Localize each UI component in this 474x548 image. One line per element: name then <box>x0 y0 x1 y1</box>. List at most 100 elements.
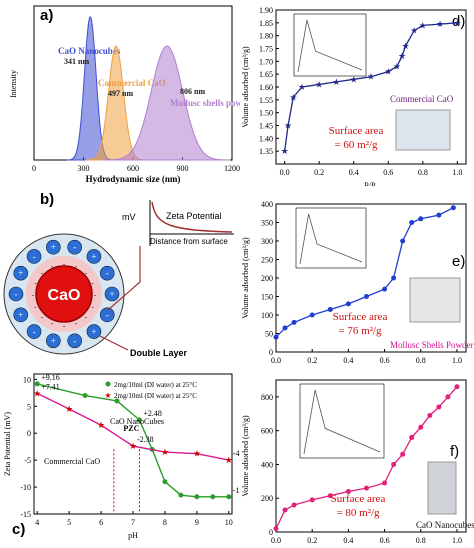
c-x-tick-label: 8 <box>163 518 167 527</box>
iso2-x-tick-label: 0.6 <box>383 168 393 177</box>
ion-sign: - <box>106 268 109 278</box>
a-x-tick-label: 300 <box>78 164 90 173</box>
a-series-label-0: CaO Nanocubes <box>58 46 121 56</box>
iso4-data-point <box>445 394 451 400</box>
iso3-y-axis-label: Volume adsorbed (cm³/g) <box>241 237 250 319</box>
iso2-data-point: ★ <box>281 146 289 156</box>
iso3-y-tick-label: 150 <box>261 293 273 302</box>
iso2-data-point: ★ <box>384 67 392 77</box>
a-x-tick-label: 900 <box>177 164 189 173</box>
a-x-tick-label: 600 <box>127 164 139 173</box>
c-data-point <box>194 494 200 500</box>
iso2-y-tick-label: 1.55 <box>259 96 273 105</box>
surface-charge: - <box>41 313 44 321</box>
iso2-data-point: ★ <box>402 41 410 51</box>
iso4-data-point <box>409 434 415 440</box>
c-data-point: ★ <box>33 388 41 398</box>
iso3-x-tick-label: 0.2 <box>307 356 317 365</box>
counter-ion <box>104 286 120 302</box>
counter-ion <box>46 239 61 255</box>
iso2-y-tick-label: 1.45 <box>259 122 273 131</box>
chart-c: c) 4 5 6 7 8 9 10 10 5 0 -5 -10 -15 pH Zeta Potential … <box>3 373 240 540</box>
counter-ion <box>46 333 61 349</box>
iso4-data-point <box>309 497 315 503</box>
iso3-y-tick-label: 50 <box>265 330 273 339</box>
c-annotation-nanocubes: CaO NanoCubes <box>110 417 164 426</box>
c-y-tick-label: -5 <box>24 456 31 465</box>
iso3-x-tick-label: 0.8 <box>416 356 426 365</box>
c-data-label: -4.98 <box>233 449 240 458</box>
c-legend-marker-0 <box>105 381 111 387</box>
iso3-y-tick-label: 0 <box>269 348 273 357</box>
iso2-data-point: ★ <box>315 79 323 89</box>
double-layer-label: Double Layer <box>130 348 188 358</box>
a-peak-label-1: 497 nm <box>108 89 133 98</box>
iso3-data-point <box>291 319 297 325</box>
iso2-y-tick-label: 1.90 <box>259 6 273 15</box>
iso4-annotation: Surface area <box>331 493 386 505</box>
c-y-tick-label: 10 <box>23 375 31 384</box>
iso3-data-point <box>400 238 406 244</box>
chart-d: d) 0.0 0.2 0.4 0.6 0.8 1.0 1.35 1.40 1.45 1.50 1.5… <box>241 6 467 186</box>
ion-ring: +-+-+-+-+-+ -+------------- - --- <box>8 239 120 349</box>
iso2-annotation: = 60 m²/g <box>334 139 378 151</box>
iso4-x-tick-label: 0.6 <box>380 536 390 545</box>
chart-f: f) 0.00.20.40.60.81.00200400600800P/PₒVo… <box>241 379 474 545</box>
c-data-point: ★ <box>193 449 201 459</box>
iso4-x-tick-label: 1.0 <box>452 536 462 545</box>
iso4-data-point <box>363 485 369 491</box>
zeta-curve <box>151 201 233 233</box>
iso4-data-point <box>391 461 397 467</box>
c-data-point <box>162 479 168 485</box>
iso4-annotation: CaO Nanocubes <box>416 520 474 530</box>
zeta-inset: mV Zeta Potential Distance from surface <box>107 200 234 311</box>
c-x-tick-label: 5 <box>67 518 71 527</box>
c-x-tick-label: 4 <box>35 518 39 527</box>
ion-sign: - <box>73 242 76 252</box>
iso2-y-tick-label: 1.50 <box>259 109 273 118</box>
counter-ion <box>8 286 24 302</box>
iso3-x-axis-label: P/Pₒ <box>364 369 378 370</box>
c-data-point <box>226 494 232 500</box>
a-peak-label-2: 806 nm <box>180 87 205 96</box>
iso3-annotation: = 76 m²/g <box>338 325 382 337</box>
surface-charge: - <box>91 303 94 311</box>
iso2-data-point: ★ <box>436 19 444 29</box>
core-label: CaO <box>48 287 81 304</box>
iso3-annotation: Surface area <box>333 311 388 323</box>
iso2-annotation: Commercial CaO <box>390 94 454 104</box>
iso3-x-tick-label: 1.0 <box>452 356 462 365</box>
surface-charge: - <box>51 262 54 270</box>
iso2-annotation: Surface area <box>329 125 384 137</box>
counter-ion <box>86 249 102 264</box>
ion-sign: + <box>51 336 56 346</box>
c-data-point <box>178 492 184 498</box>
iso2-x-tick-label: 0.4 <box>349 168 359 177</box>
surface-charge: - <box>75 320 78 328</box>
ion-sign: - <box>33 327 36 337</box>
c-y-tick-label: 5 <box>27 402 31 411</box>
iso2-x-axis-label: P/Pₒ <box>364 181 378 186</box>
counter-ion <box>13 307 29 323</box>
iso2-data-point: ★ <box>367 72 375 82</box>
iso4-data-point <box>282 507 288 513</box>
c-x-tick-label: 7 <box>131 518 135 527</box>
c-data-point <box>114 398 120 404</box>
ion-sign: + <box>91 251 96 261</box>
c-data-point: ★ <box>129 441 137 451</box>
iso4-data-point <box>400 451 406 457</box>
iso2-sample-photo <box>395 109 451 151</box>
ion-sign: + <box>51 242 56 252</box>
ion-sign: + <box>91 327 96 337</box>
surface-charge: - <box>51 320 54 328</box>
surface-charge: - <box>34 279 37 287</box>
zeta-pointer-2 <box>107 281 141 311</box>
surface-charge: - <box>85 269 88 277</box>
surface-charge: - <box>75 262 78 270</box>
ion-sign: - <box>106 310 109 320</box>
panel-label-e: e) <box>452 253 465 270</box>
iso4-annotation: = 80 m²/g <box>336 507 380 519</box>
surface-charge: - <box>63 260 66 268</box>
panel-label-b: b) <box>40 191 54 208</box>
a-peak-label-0: 341 nm <box>64 57 89 66</box>
